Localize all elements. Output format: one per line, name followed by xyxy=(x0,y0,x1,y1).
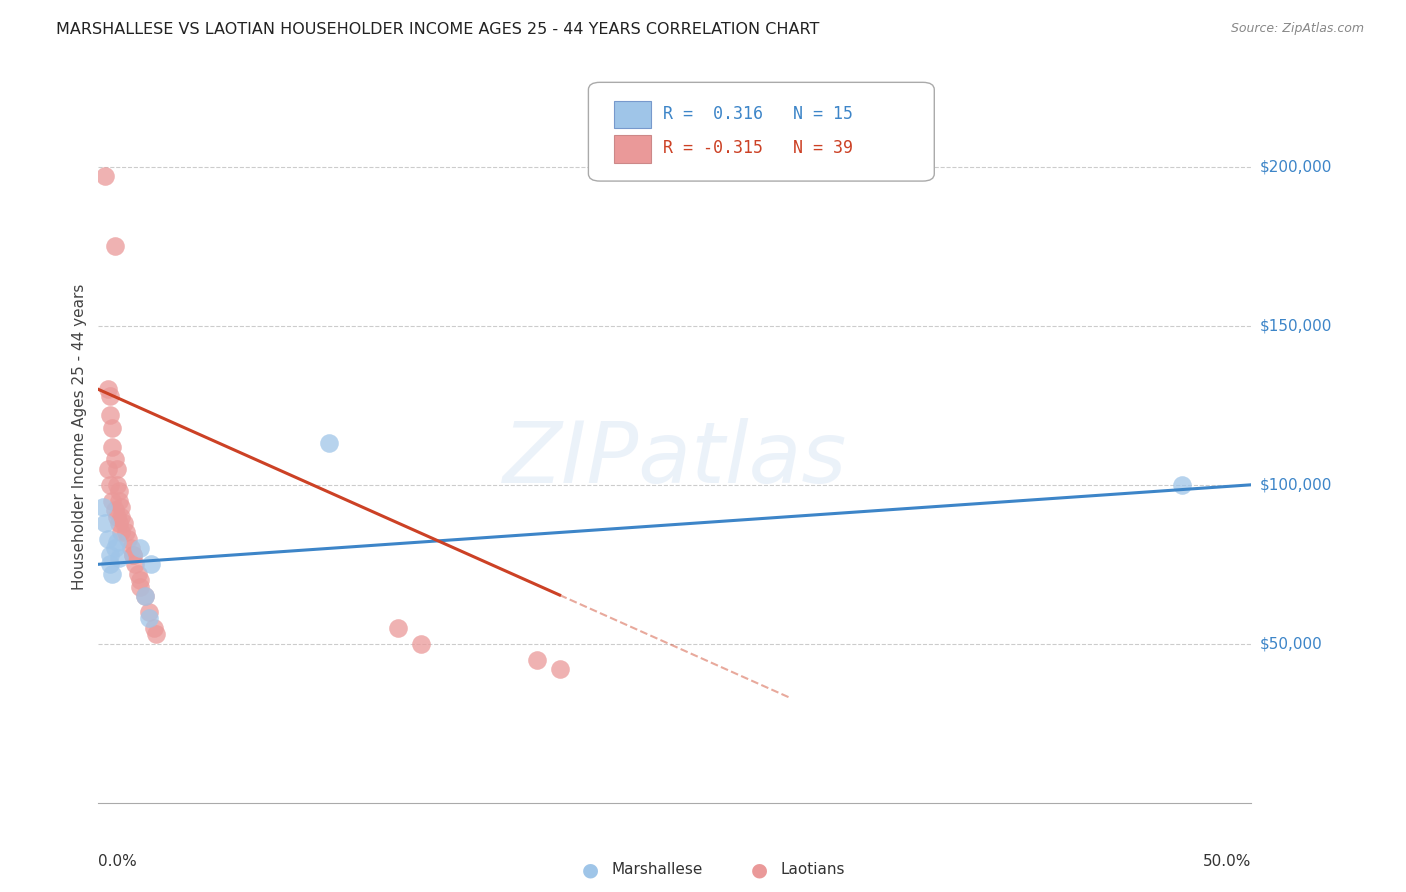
Point xyxy=(1171,477,1194,491)
Text: ●: ● xyxy=(751,860,768,880)
Text: ZIPatlas: ZIPatlas xyxy=(503,417,846,500)
Point xyxy=(115,525,138,540)
Point xyxy=(103,239,125,253)
Point xyxy=(101,493,124,508)
Text: $150,000: $150,000 xyxy=(1260,318,1331,334)
Point xyxy=(108,493,131,508)
Point xyxy=(112,516,135,530)
Point xyxy=(122,548,145,562)
Point xyxy=(101,440,124,454)
Text: R = -0.315   N = 39: R = -0.315 N = 39 xyxy=(664,139,853,157)
Point xyxy=(103,503,125,517)
Text: 50.0%: 50.0% xyxy=(1204,854,1251,869)
Point xyxy=(387,621,409,635)
Text: $100,000: $100,000 xyxy=(1260,477,1331,492)
Point xyxy=(103,452,125,467)
Point xyxy=(134,589,156,603)
Point xyxy=(94,169,117,184)
Point xyxy=(117,532,139,546)
Point xyxy=(105,535,128,549)
Point xyxy=(129,541,152,556)
Text: 0.0%: 0.0% xyxy=(98,854,138,869)
Point xyxy=(110,500,132,514)
Point xyxy=(105,509,128,524)
Text: $50,000: $50,000 xyxy=(1260,636,1323,651)
Point xyxy=(134,589,156,603)
Text: Source: ZipAtlas.com: Source: ZipAtlas.com xyxy=(1230,22,1364,36)
Point xyxy=(97,462,120,476)
Text: MARSHALLESE VS LAOTIAN HOUSEHOLDER INCOME AGES 25 - 44 YEARS CORRELATION CHART: MARSHALLESE VS LAOTIAN HOUSEHOLDER INCOM… xyxy=(56,22,820,37)
Point xyxy=(120,541,142,556)
Point xyxy=(548,662,571,676)
Point xyxy=(98,558,121,572)
Text: R =  0.316   N = 15: R = 0.316 N = 15 xyxy=(664,104,853,123)
Y-axis label: Householder Income Ages 25 - 44 years: Householder Income Ages 25 - 44 years xyxy=(72,284,87,591)
Point xyxy=(122,548,145,562)
Point xyxy=(103,541,125,556)
Point xyxy=(129,580,152,594)
Point xyxy=(124,558,146,572)
Text: $200,000: $200,000 xyxy=(1260,160,1331,174)
Point xyxy=(108,484,131,499)
Point xyxy=(411,637,433,651)
Point xyxy=(141,558,163,572)
Point xyxy=(101,420,124,434)
Point xyxy=(526,653,548,667)
Text: Laotians: Laotians xyxy=(780,863,845,877)
Point xyxy=(110,509,132,524)
Point xyxy=(108,516,131,530)
Point xyxy=(318,436,340,450)
FancyBboxPatch shape xyxy=(588,82,935,181)
Point xyxy=(138,605,160,619)
Point xyxy=(145,627,167,641)
Point xyxy=(129,573,152,587)
Text: ●: ● xyxy=(582,860,599,880)
Point xyxy=(97,383,120,397)
FancyBboxPatch shape xyxy=(614,135,651,162)
Point xyxy=(127,566,149,581)
Point xyxy=(138,611,160,625)
Point xyxy=(98,548,121,562)
Point xyxy=(105,477,128,491)
Point xyxy=(91,500,114,514)
Point xyxy=(98,408,121,422)
Text: Marshallese: Marshallese xyxy=(612,863,703,877)
FancyBboxPatch shape xyxy=(614,101,651,128)
Point xyxy=(105,462,128,476)
Point xyxy=(108,550,131,565)
Point xyxy=(94,516,117,530)
Point xyxy=(110,525,132,540)
Point xyxy=(142,621,165,635)
Point xyxy=(97,532,120,546)
Point xyxy=(101,566,124,581)
Point xyxy=(98,389,121,403)
Point xyxy=(98,477,121,491)
